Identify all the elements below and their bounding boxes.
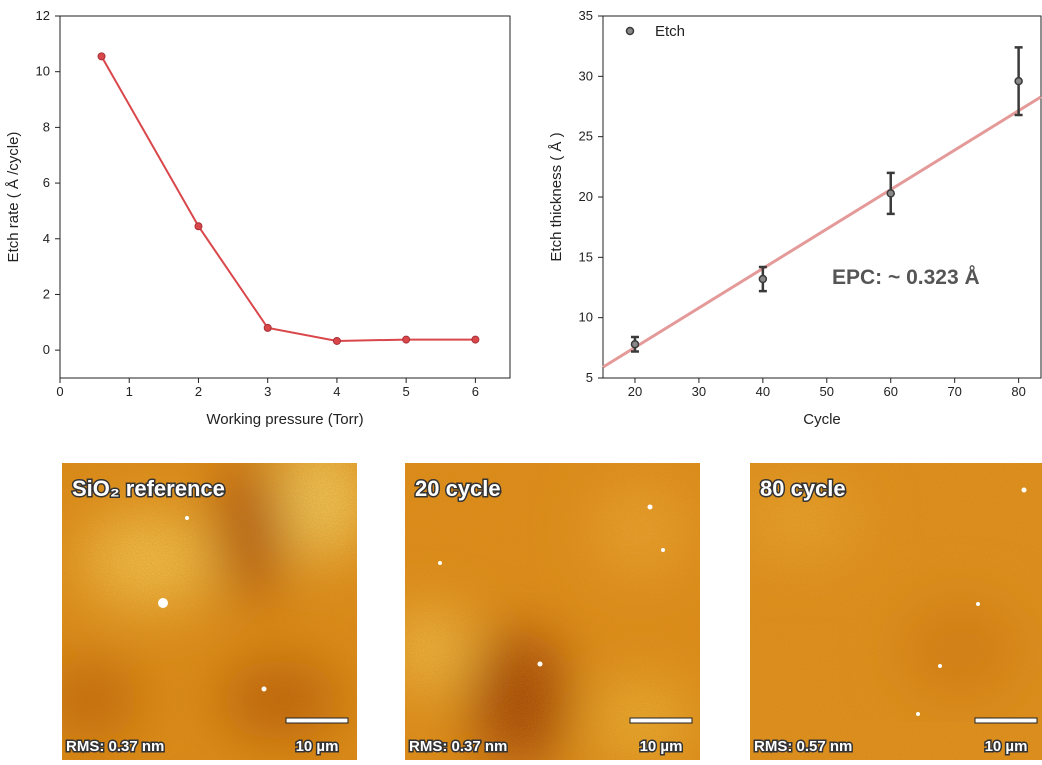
y-tick-label: 12 <box>36 8 50 23</box>
fit-line <box>602 95 1042 369</box>
y-axis-title: Etch rate ( Å /cycle) <box>5 132 22 263</box>
data-point <box>332 336 341 345</box>
scale-label: 10 µm <box>985 738 1028 755</box>
y-tick-label: 5 <box>586 370 593 385</box>
data-point <box>1014 76 1023 86</box>
data-point <box>758 274 768 284</box>
image-title: 80 cycle <box>760 476 846 501</box>
x-tick-label: 20 <box>628 384 642 399</box>
x-tick-label: 70 <box>947 384 961 399</box>
y-tick-label: 35 <box>579 8 593 23</box>
y-axis-title: Etch thickness ( Å ) <box>548 132 565 261</box>
legend-label: Etch <box>655 23 685 40</box>
x-tick-label: 0 <box>56 384 63 399</box>
data-point <box>886 189 895 198</box>
y-tick-label: 4 <box>43 231 50 246</box>
x-tick-label: 4 <box>333 384 340 399</box>
y-tick-label: 8 <box>43 119 50 134</box>
y-tick-label: 15 <box>579 249 593 264</box>
plot-frame <box>602 15 1042 379</box>
plot-frame <box>59 15 511 379</box>
x-tick-label: 3 <box>264 384 271 399</box>
data-point <box>402 335 411 344</box>
image-title: 20 cycle <box>415 476 501 501</box>
y-tick-label: 10 <box>579 310 593 325</box>
data-point <box>194 222 203 231</box>
x-axis-title: Cycle <box>803 411 841 428</box>
data-point <box>630 339 640 349</box>
y-tick-label: 2 <box>43 286 50 301</box>
y-tick-label: 0 <box>43 342 50 357</box>
scale-bar <box>285 717 1038 724</box>
scale-label: 10 µm <box>640 738 683 755</box>
x-axis-title: Working pressure (Torr) <box>206 411 363 428</box>
rms-label: RMS: 0.37 nm <box>66 738 164 755</box>
x-tick-label: 5 <box>403 384 410 399</box>
data-point <box>97 52 106 61</box>
data-point <box>263 323 272 332</box>
x-tick-label: 40 <box>756 384 770 399</box>
rms-label: RMS: 0.57 nm <box>754 738 852 755</box>
x-tick-label: 30 <box>692 384 706 399</box>
afm-image <box>405 463 700 760</box>
y-tick-label: 10 <box>36 64 50 79</box>
x-tick-label: 2 <box>195 384 202 399</box>
y-tick-label: 6 <box>43 175 50 190</box>
legend-marker <box>625 26 635 36</box>
x-tick-label: 60 <box>884 384 898 399</box>
x-tick-label: 6 <box>472 384 479 399</box>
data-line <box>100 55 476 342</box>
x-tick-label: 50 <box>820 384 834 399</box>
data-point <box>471 335 480 344</box>
rms-label: RMS: 0.37 nm <box>409 738 507 755</box>
image-title: SiO₂ reference <box>72 476 225 501</box>
x-tick-label: 80 <box>1011 384 1025 399</box>
afm-image <box>750 463 1042 760</box>
y-tick-label: 25 <box>579 129 593 144</box>
y-tick-label: 30 <box>579 68 593 83</box>
annotation: EPC: ~ 0.323 Å <box>832 265 980 289</box>
x-tick-label: 1 <box>126 384 133 399</box>
scale-label: 10 µm <box>296 738 339 755</box>
y-tick-label: 20 <box>579 189 593 204</box>
